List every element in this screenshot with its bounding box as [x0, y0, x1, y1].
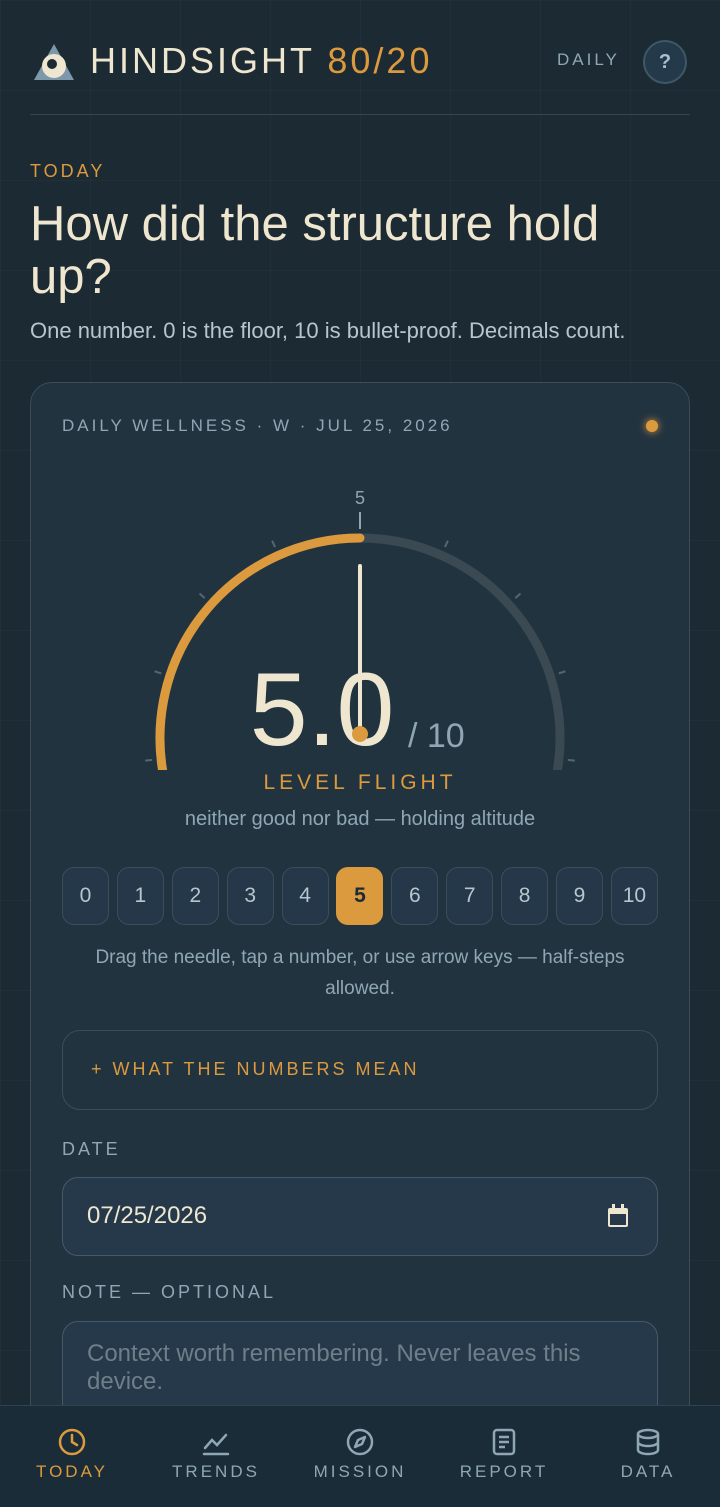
- nav-item[interactable]: TRENDS: [144, 1406, 288, 1507]
- eyebrow: TODAY: [30, 161, 106, 181]
- logo: [34, 44, 74, 80]
- nav-label: TRENDS: [172, 1462, 260, 1481]
- nav-icon: [492, 1428, 516, 1456]
- mood-label: LEVEL FLIGHT: [263, 771, 457, 794]
- card: [30, 382, 690, 1507]
- subtitle: One number. 0 is the floor, 10 is bullet…: [30, 318, 626, 343]
- gauge-max: / 10: [408, 717, 465, 755]
- nav-item[interactable]: DATA: [576, 1406, 720, 1507]
- nav-icon: [636, 1428, 660, 1456]
- gauge-tick: [145, 758, 153, 762]
- nav-item[interactable]: REPORT: [432, 1406, 576, 1507]
- score-button[interactable]: 6: [391, 867, 439, 925]
- expander[interactable]: + WHAT THE NUMBERS MEAN: [62, 1030, 658, 1110]
- score-button[interactable]: 9: [556, 867, 604, 925]
- gauge-tick: [154, 670, 162, 675]
- gauge[interactable]: 5 5.0 / 10: [0, 470, 720, 770]
- gauge-fill: [155, 533, 365, 770]
- gauge-tick: [514, 592, 522, 599]
- gauge-tick: [444, 540, 449, 548]
- heading: How did the structure hold up?: [30, 197, 600, 304]
- score-button[interactable]: 10: [610, 867, 658, 925]
- date-label: DATE: [62, 1139, 121, 1159]
- hint: Drag the needle, tap a number, or use ar…: [95, 947, 625, 999]
- calendar-icon: [608, 1204, 628, 1227]
- score-button[interactable]: 8: [501, 867, 549, 925]
- score-button[interactable]: 4: [281, 867, 329, 925]
- score-button[interactable]: 5: [336, 867, 384, 925]
- score-scale: 0 1 2 3 4 5 6 7 8 9 10: [62, 867, 658, 925]
- date-value: 07/25/2026: [87, 1202, 208, 1229]
- divider: [30, 114, 690, 115]
- brand-accent: 80/20: [327, 40, 433, 81]
- gauge-tick: [567, 758, 575, 762]
- gauge-top-label: 5: [355, 488, 365, 508]
- nav-item[interactable]: MISSION: [288, 1406, 432, 1507]
- needle-hub: [352, 726, 368, 742]
- score-button[interactable]: 1: [116, 867, 164, 925]
- nav-icon: [58, 1428, 86, 1456]
- help-button[interactable]: ?: [643, 40, 687, 84]
- brand: HINDSIGHT 80/20: [90, 40, 432, 82]
- gauge-value: 5.0: [250, 652, 395, 768]
- mood-description: neither good nor bad — holding altitude: [184, 808, 536, 830]
- nav-icon: [346, 1428, 374, 1456]
- card-meta: DAILY WELLNESS · W · JUL 25, 2026: [62, 416, 453, 435]
- score-button[interactable]: 0: [62, 867, 109, 925]
- gauge-tick: [271, 540, 276, 548]
- score-button[interactable]: 7: [446, 867, 494, 925]
- gauge-tick: [198, 592, 206, 599]
- nav-label: REPORT: [459, 1462, 549, 1481]
- mode-label[interactable]: DAILY: [557, 50, 620, 69]
- gauge-tick: [558, 670, 566, 675]
- nav-label: DATA: [620, 1462, 676, 1481]
- bottom-nav: TODAY TRENDS MISSION REPORT DATA: [0, 1405, 720, 1507]
- brand-name: HINDSIGHT: [90, 40, 315, 81]
- nav-label: TODAY: [36, 1462, 108, 1481]
- nav-icon: [202, 1433, 230, 1456]
- nav-label: MISSION: [313, 1462, 407, 1481]
- score-button[interactable]: 2: [171, 867, 219, 925]
- note-label: NOTE — OPTIONAL: [62, 1282, 277, 1302]
- date-input[interactable]: 07/25/2026: [62, 1177, 658, 1256]
- nav-item[interactable]: TODAY: [0, 1406, 144, 1507]
- status-dot: [646, 420, 658, 432]
- score-button[interactable]: 3: [226, 867, 274, 925]
